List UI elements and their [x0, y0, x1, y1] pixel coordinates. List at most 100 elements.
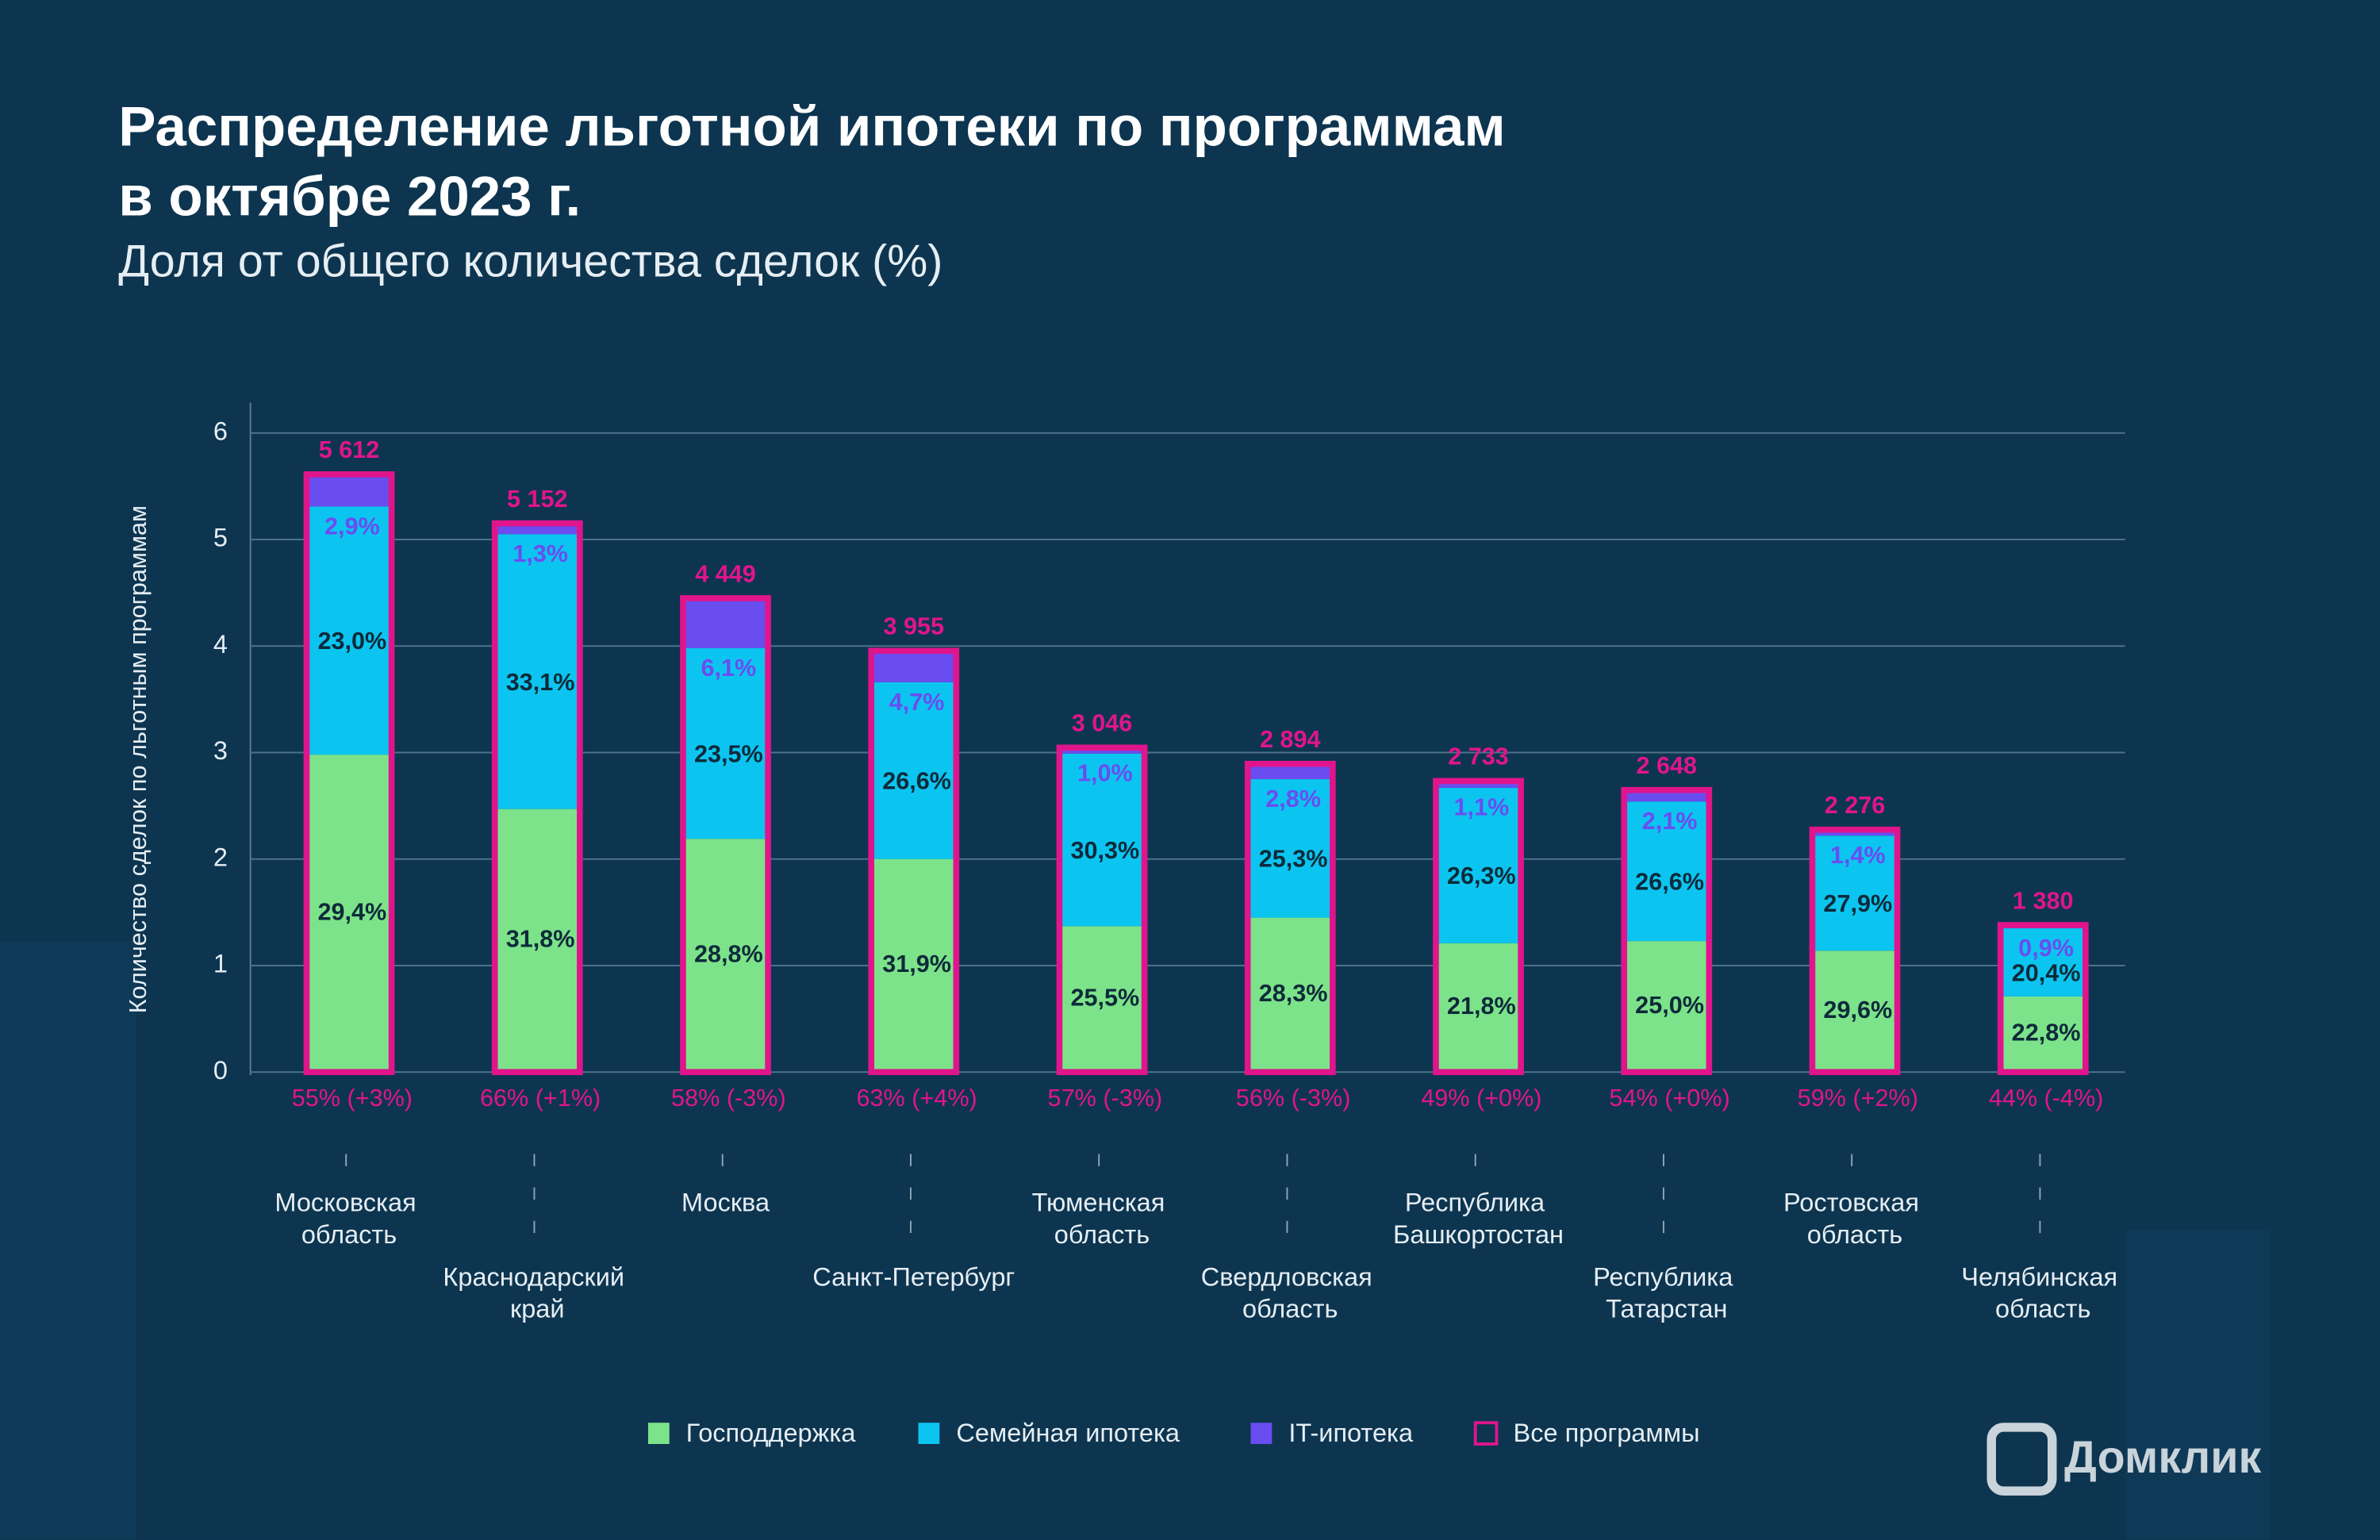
- segment-label: 29,4%: [317, 898, 386, 925]
- total-label: 2 276: [1825, 792, 1886, 819]
- segment-label: 26,6%: [1635, 869, 1704, 896]
- bar-segment: [1812, 835, 1898, 951]
- y-axis-label: Количество сделок по льготным программам: [125, 505, 152, 1013]
- bar-segment: [1059, 926, 1145, 1073]
- segment-label: 4,7%: [889, 689, 945, 716]
- bar-segment: [1247, 764, 1333, 780]
- segment-label: 21,8%: [1447, 993, 1516, 1020]
- category-note: 58% (-3%): [671, 1085, 786, 1112]
- bar-segment: [871, 682, 957, 859]
- legend-swatch: [1473, 1421, 1499, 1446]
- y-tick-label: 5: [213, 524, 228, 552]
- segment-label: 22,8%: [2012, 1020, 2081, 1047]
- segment-label: 1,0%: [1077, 760, 1133, 787]
- segment-label: 31,9%: [882, 950, 951, 977]
- total-outline: [1244, 760, 1336, 1076]
- bar-segment: [494, 808, 580, 1073]
- total-label: 2 894: [1260, 726, 1321, 753]
- bar-segment: [2000, 996, 2086, 1073]
- legend-swatch: [918, 1423, 940, 1444]
- x-tick-label: Тюменская область: [1032, 1188, 1173, 1248]
- legend-label: Семейная ипотека: [956, 1419, 1180, 1447]
- category-note: 44% (-4%): [1989, 1085, 2104, 1112]
- bar-segment: [1247, 917, 1333, 1073]
- y-tick-label: 0: [213, 1056, 228, 1085]
- segment-label: 25,5%: [1070, 984, 1139, 1011]
- x-tick-label: Свердловская область: [1201, 1262, 1380, 1323]
- bar-segment: [1624, 801, 1710, 942]
- x-tick-label: Челябинская область: [1961, 1262, 2125, 1323]
- segment-label: 23,0%: [317, 628, 386, 655]
- segment-label: 2,9%: [324, 513, 380, 540]
- chart-title: Распределение льготной ипотеки по програ…: [118, 96, 1506, 159]
- segment-label: 23,5%: [694, 740, 763, 767]
- segment-label: 31,8%: [506, 926, 575, 953]
- segment-label: 6,1%: [701, 655, 756, 682]
- bar-segment: [1812, 950, 1898, 1073]
- segment-label: 29,6%: [1823, 997, 1892, 1023]
- bar-segment: [306, 475, 392, 507]
- category-note: 66% (+1%): [480, 1085, 601, 1112]
- bar-segment: [682, 647, 769, 839]
- brand-logo: [1987, 1423, 2057, 1496]
- bar-segment: [1624, 790, 1710, 802]
- total-label: 2 648: [1636, 752, 1697, 779]
- legend-swatch: [647, 1423, 670, 1444]
- total-outline: [1433, 778, 1524, 1076]
- legend-label: Все программы: [1514, 1419, 1700, 1447]
- segment-label: 33,1%: [506, 669, 575, 696]
- y-tick-label: 3: [213, 736, 228, 765]
- segment-label: 25,0%: [1635, 992, 1704, 1019]
- decor: [2125, 1230, 2270, 1540]
- y-tick-label: 1: [213, 950, 228, 978]
- bar-segment: [2000, 928, 2086, 997]
- decor: [0, 941, 137, 1540]
- legend-swatch: [1250, 1423, 1273, 1444]
- bar-segment: [306, 755, 392, 1073]
- bar-segment: [682, 839, 769, 1073]
- bar-segment: [1812, 830, 1898, 836]
- total-outline: [1809, 826, 1901, 1076]
- segment-label: 2,8%: [1265, 785, 1321, 812]
- total-label: 1 380: [2013, 887, 2074, 914]
- chart-subtitle: Доля от общего количества сделок (%): [118, 236, 942, 287]
- segment-label: 25,3%: [1259, 846, 1328, 873]
- brand-name: Домклик: [2064, 1432, 2261, 1483]
- chart-title: в октябре 2023 г.: [118, 166, 581, 229]
- category-note: 55% (+3%): [292, 1085, 413, 1112]
- total-label: 3 955: [883, 613, 944, 640]
- category-note: 63% (+4%): [856, 1085, 977, 1112]
- bar-segment: [1059, 753, 1145, 927]
- total-label: 3 046: [1072, 710, 1133, 737]
- category-note: 54% (+0%): [1609, 1085, 1729, 1112]
- total-outline: [680, 595, 771, 1076]
- segment-label: 0,9%: [2018, 935, 2074, 962]
- bar-segment: [871, 858, 957, 1073]
- bar-segment: [1247, 779, 1333, 918]
- total-outline: [491, 520, 583, 1076]
- y-tick-label: 4: [213, 630, 228, 659]
- bar-segment: [1059, 748, 1145, 754]
- category-note: 59% (+2%): [1798, 1085, 1918, 1112]
- category-note: 56% (-3%): [1236, 1085, 1351, 1112]
- legend-label: Господдержка: [686, 1419, 857, 1447]
- total-label: 5 612: [319, 436, 380, 463]
- segment-label: 20,4%: [2012, 959, 2081, 986]
- segment-label: 1,4%: [1830, 842, 1886, 869]
- x-tick-label: Республика Татарстан: [1593, 1262, 1740, 1323]
- segment-label: 26,3%: [1447, 862, 1516, 889]
- total-outline: [1056, 744, 1148, 1076]
- total-label: 2 733: [1448, 743, 1509, 770]
- segment-label: 27,9%: [1823, 890, 1892, 917]
- bar-segment: [1624, 941, 1710, 1073]
- total-label: 5 152: [507, 486, 568, 513]
- bar-segment: [682, 599, 769, 648]
- segment-label: 1,1%: [1453, 794, 1509, 821]
- bar-segment: [871, 651, 957, 682]
- total-outline: [1621, 786, 1713, 1076]
- segment-label: 30,3%: [1070, 837, 1139, 864]
- x-tick-label: Краснодарский край: [443, 1262, 631, 1323]
- bar-segment: [1435, 781, 1522, 788]
